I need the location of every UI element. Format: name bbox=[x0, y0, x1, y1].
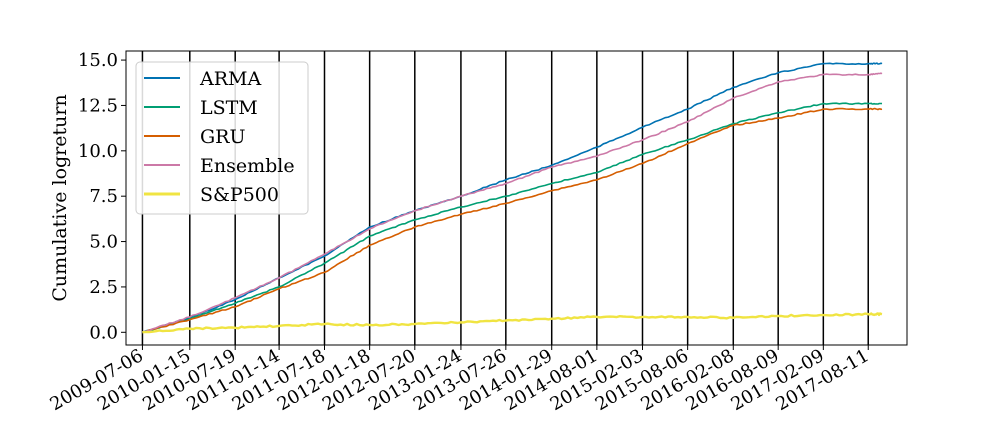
series-line-sp500 bbox=[142, 312, 883, 334]
plot-frame bbox=[125, 50, 908, 346]
legend-label: LSTM bbox=[200, 97, 258, 119]
y-axis-label: Cumulative logreturn bbox=[49, 94, 71, 301]
y-tick-label: 12.5 bbox=[78, 95, 118, 116]
y-axis: 0.0 2.5 5.0 7.5 10.0 12.5 15.0 bbox=[78, 50, 126, 343]
y-tick-label: 15.0 bbox=[78, 50, 118, 71]
legend-label: Ensemble bbox=[200, 155, 295, 177]
legend-box bbox=[135, 61, 309, 215]
y-tick-label: 5.0 bbox=[89, 232, 118, 253]
y-tick-label: 2.5 bbox=[89, 277, 118, 298]
series-line-gru bbox=[142, 107, 883, 334]
legend: ARMA LSTM GRU Ensemble S&P500 bbox=[135, 61, 309, 215]
legend-label: S&P500 bbox=[200, 184, 279, 206]
series-line-lstm bbox=[142, 102, 883, 334]
series-line-ensemble bbox=[142, 72, 883, 334]
legend-label: GRU bbox=[200, 126, 246, 148]
y-tick-label: 7.5 bbox=[89, 186, 118, 207]
y-tick-label: 10.0 bbox=[78, 141, 118, 162]
legend-label: ARMA bbox=[199, 68, 261, 90]
series-layer bbox=[142, 62, 883, 334]
y-tick-label: 0.0 bbox=[89, 322, 118, 343]
